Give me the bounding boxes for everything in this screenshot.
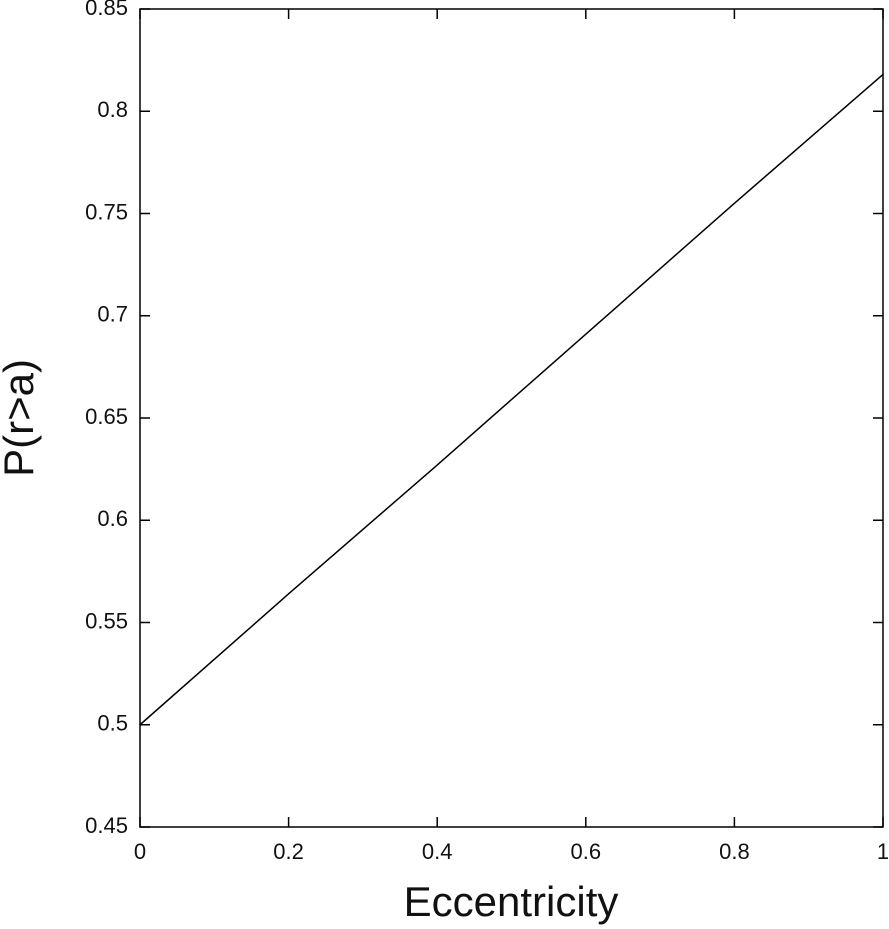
y-tick-label: 0.45 — [85, 813, 128, 838]
data-line — [139, 73, 884, 726]
y-tick-label: 0.8 — [97, 97, 128, 122]
y-tick-label: 0.5 — [97, 711, 128, 736]
x-tick-label: 0.4 — [422, 839, 453, 864]
x-tick-label: 0.8 — [719, 839, 750, 864]
y-tick-label: 0.85 — [85, 0, 128, 20]
x-tick-label: 0.2 — [273, 839, 304, 864]
y-tick-label: 0.55 — [85, 608, 128, 633]
y-tick-label: 0.65 — [85, 404, 128, 429]
x-tick-label: 0 — [134, 839, 146, 864]
plot-frame — [139, 8, 884, 828]
x-tick-label: 1 — [877, 839, 889, 864]
y-tick-label: 0.7 — [97, 302, 128, 327]
y-tick-label: 0.75 — [85, 199, 128, 224]
x-axis-label: Eccentricity — [404, 878, 619, 925]
y-tick-label: 0.6 — [97, 506, 128, 531]
y-axis-label: P(r>a) — [0, 359, 42, 477]
x-tick-label: 0.6 — [571, 839, 602, 864]
